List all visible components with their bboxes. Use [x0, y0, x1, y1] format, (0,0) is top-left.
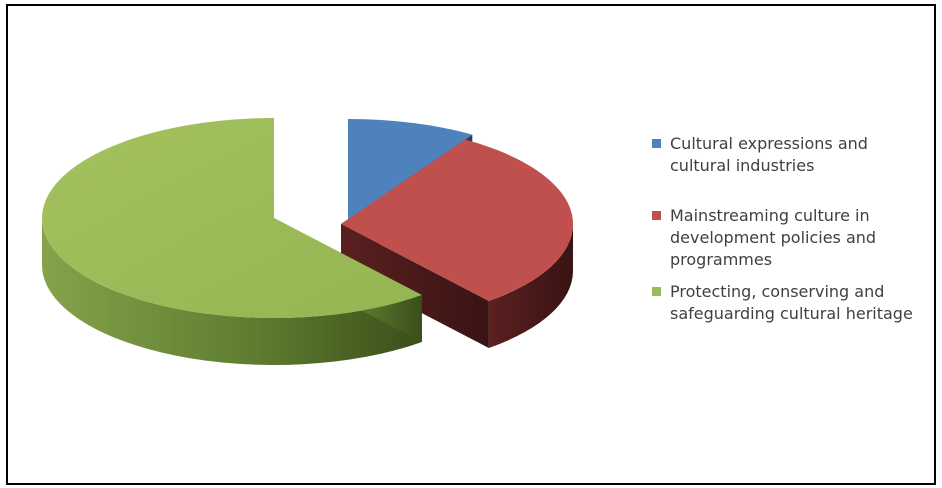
pie-slice [41, 118, 422, 319]
pie-slice-side [488, 224, 573, 349]
pie-slice [341, 139, 573, 302]
legend-item: Cultural expressions and cultural indust… [652, 133, 942, 177]
chart-frame: Cultural expressions and cultural indust… [6, 4, 936, 485]
pie-chart [41, 118, 573, 365]
legend-item: Mainstreaming culture in development pol… [652, 205, 942, 271]
pie-slice [348, 119, 473, 219]
legend-label: Cultural expressions and cultural indust… [670, 134, 868, 175]
legend: Cultural expressions and cultural indust… [652, 133, 942, 325]
legend-swatch [652, 211, 661, 220]
legend-label: Protecting, conserving and safeguarding … [670, 282, 913, 323]
legend-label: Mainstreaming culture in development pol… [670, 206, 877, 269]
legend-item: Protecting, conserving and safeguarding … [652, 281, 942, 325]
pie-slice-face [341, 224, 489, 349]
legend-swatch [652, 287, 661, 296]
legend-swatch [652, 139, 661, 148]
pie-slice-side [42, 218, 422, 365]
